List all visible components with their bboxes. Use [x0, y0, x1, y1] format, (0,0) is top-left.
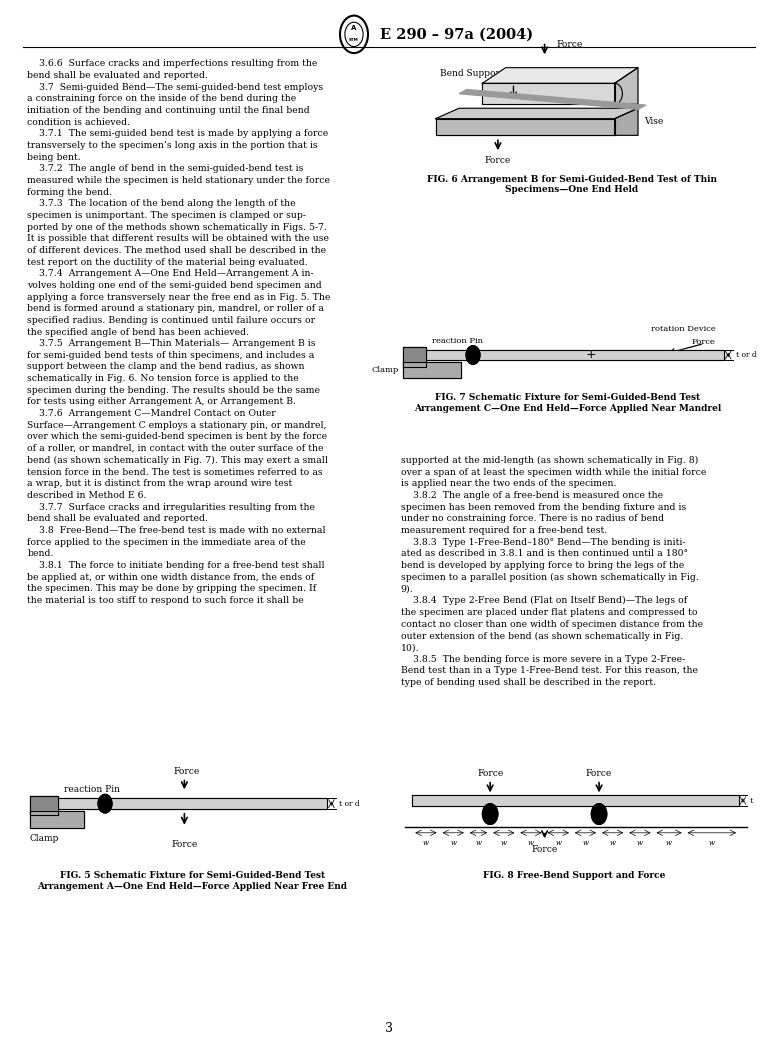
- Text: Force: Force: [692, 337, 716, 346]
- Text: w: w: [637, 839, 643, 847]
- Text: 3: 3: [385, 1022, 393, 1035]
- Polygon shape: [615, 68, 638, 104]
- Text: FIG. 5 Schematic Fixture for Semi-Guided-Bend Test
Arrangement A—One End Held—Fo: FIG. 5 Schematic Fixture for Semi-Guided…: [37, 871, 347, 891]
- Text: w: w: [583, 839, 588, 847]
- Text: r: r: [472, 351, 475, 359]
- Text: Force: Force: [531, 845, 558, 855]
- Text: Force: Force: [477, 768, 503, 778]
- Polygon shape: [459, 90, 646, 109]
- Text: w: w: [528, 839, 534, 847]
- Circle shape: [466, 346, 480, 364]
- Polygon shape: [403, 347, 426, 367]
- Polygon shape: [58, 798, 327, 809]
- Polygon shape: [436, 119, 615, 135]
- Text: reaction Pin: reaction Pin: [432, 337, 483, 346]
- Text: w: w: [666, 839, 672, 847]
- Text: t: t: [750, 796, 753, 805]
- Text: w: w: [423, 839, 429, 847]
- Text: Force: Force: [556, 41, 583, 49]
- Polygon shape: [30, 811, 84, 828]
- Polygon shape: [482, 68, 638, 83]
- Text: Clamp: Clamp: [372, 365, 399, 374]
- Text: t or d: t or d: [736, 351, 757, 359]
- Text: FIG. 7 Schematic Fixture for Semi-Guided-Bend Test
Arrangement C—One End Held—Fo: FIG. 7 Schematic Fixture for Semi-Guided…: [415, 393, 721, 413]
- Text: 3.6.6  Surface cracks and imperfections resulting from the
bend shall be evaluat: 3.6.6 Surface cracks and imperfections r…: [27, 59, 331, 605]
- Text: Force: Force: [485, 156, 511, 166]
- Text: t or d: t or d: [339, 799, 360, 808]
- Text: rotation Device: rotation Device: [651, 325, 716, 333]
- Text: Bend Support: Bend Support: [440, 70, 503, 78]
- Text: Clamp: Clamp: [30, 834, 59, 842]
- Text: A: A: [352, 25, 356, 31]
- Polygon shape: [436, 108, 638, 119]
- Text: w: w: [501, 839, 506, 847]
- Circle shape: [591, 804, 607, 824]
- Text: STM: STM: [349, 37, 359, 42]
- Polygon shape: [426, 350, 724, 360]
- Text: E 290 – 97a (2004): E 290 – 97a (2004): [380, 27, 533, 42]
- Text: FIG. 6 Arrangement B for Semi-Guided-Bend Test of Thin
Specimens—One End Held: FIG. 6 Arrangement B for Semi-Guided-Ben…: [427, 175, 717, 195]
- Polygon shape: [30, 796, 58, 815]
- Text: Force: Force: [173, 766, 200, 776]
- Circle shape: [482, 804, 498, 824]
- Text: supported at the mid-length (as shown schematically in Fig. 8)
over a span of at: supported at the mid-length (as shown sc…: [401, 456, 706, 687]
- Text: Force: Force: [171, 840, 198, 849]
- Text: Vise: Vise: [644, 118, 664, 126]
- Text: r: r: [104, 799, 107, 808]
- Text: w: w: [475, 839, 482, 847]
- Text: w: w: [450, 839, 456, 847]
- Text: +: +: [586, 349, 597, 361]
- Polygon shape: [615, 108, 638, 135]
- Text: w: w: [610, 839, 615, 847]
- Text: Force: Force: [586, 768, 612, 778]
- Text: FIG. 8 Free-Bend Support and Force: FIG. 8 Free-Bend Support and Force: [483, 871, 665, 881]
- Polygon shape: [412, 795, 739, 806]
- Polygon shape: [482, 83, 615, 104]
- Text: w: w: [709, 839, 715, 847]
- Text: reaction Pin: reaction Pin: [64, 785, 120, 793]
- Circle shape: [98, 794, 112, 813]
- Text: w: w: [555, 839, 561, 847]
- Polygon shape: [403, 362, 461, 378]
